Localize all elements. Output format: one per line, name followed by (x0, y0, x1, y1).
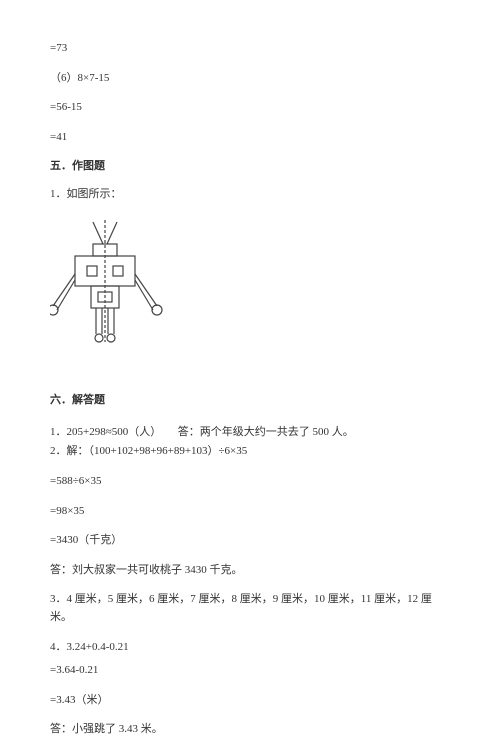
calc-step: =73 (50, 40, 450, 58)
calc-step: =41 (50, 129, 450, 147)
robot-figure (50, 216, 450, 363)
section-5-q1: 1．如图所示： (50, 186, 450, 204)
q4-answer: 答：小强跳了 3.43 米。 (50, 721, 450, 739)
q3: 3．4 厘米，5 厘米，6 厘米，7 厘米，8 厘米，9 厘米，10 厘米，11… (50, 591, 450, 626)
section-6-title: 六．解答题 (50, 392, 450, 410)
q2-step1: =588÷6×35 (50, 473, 450, 491)
q2: 2．解：（100+102+98+96+89+103）÷6×35 (50, 443, 450, 461)
calc-subproblem: （6）8×7-15 (50, 70, 450, 88)
q1: 1．205+298≈500（人） 答：两个年级大约一共去了 500 人。 (50, 424, 450, 442)
q2-step2: =98×35 (50, 503, 450, 521)
q2-step3: =3430（千克） (50, 532, 450, 550)
q2-answer: 答：刘大叔家一共可收桃子 3430 千克。 (50, 562, 450, 580)
calc-step: =56-15 (50, 99, 450, 117)
q4-step1: =3.64-0.21 (50, 662, 450, 680)
section-5-title: 五．作图题 (50, 158, 450, 176)
q4: 4．3.24+0.4-0.21 (50, 639, 450, 657)
